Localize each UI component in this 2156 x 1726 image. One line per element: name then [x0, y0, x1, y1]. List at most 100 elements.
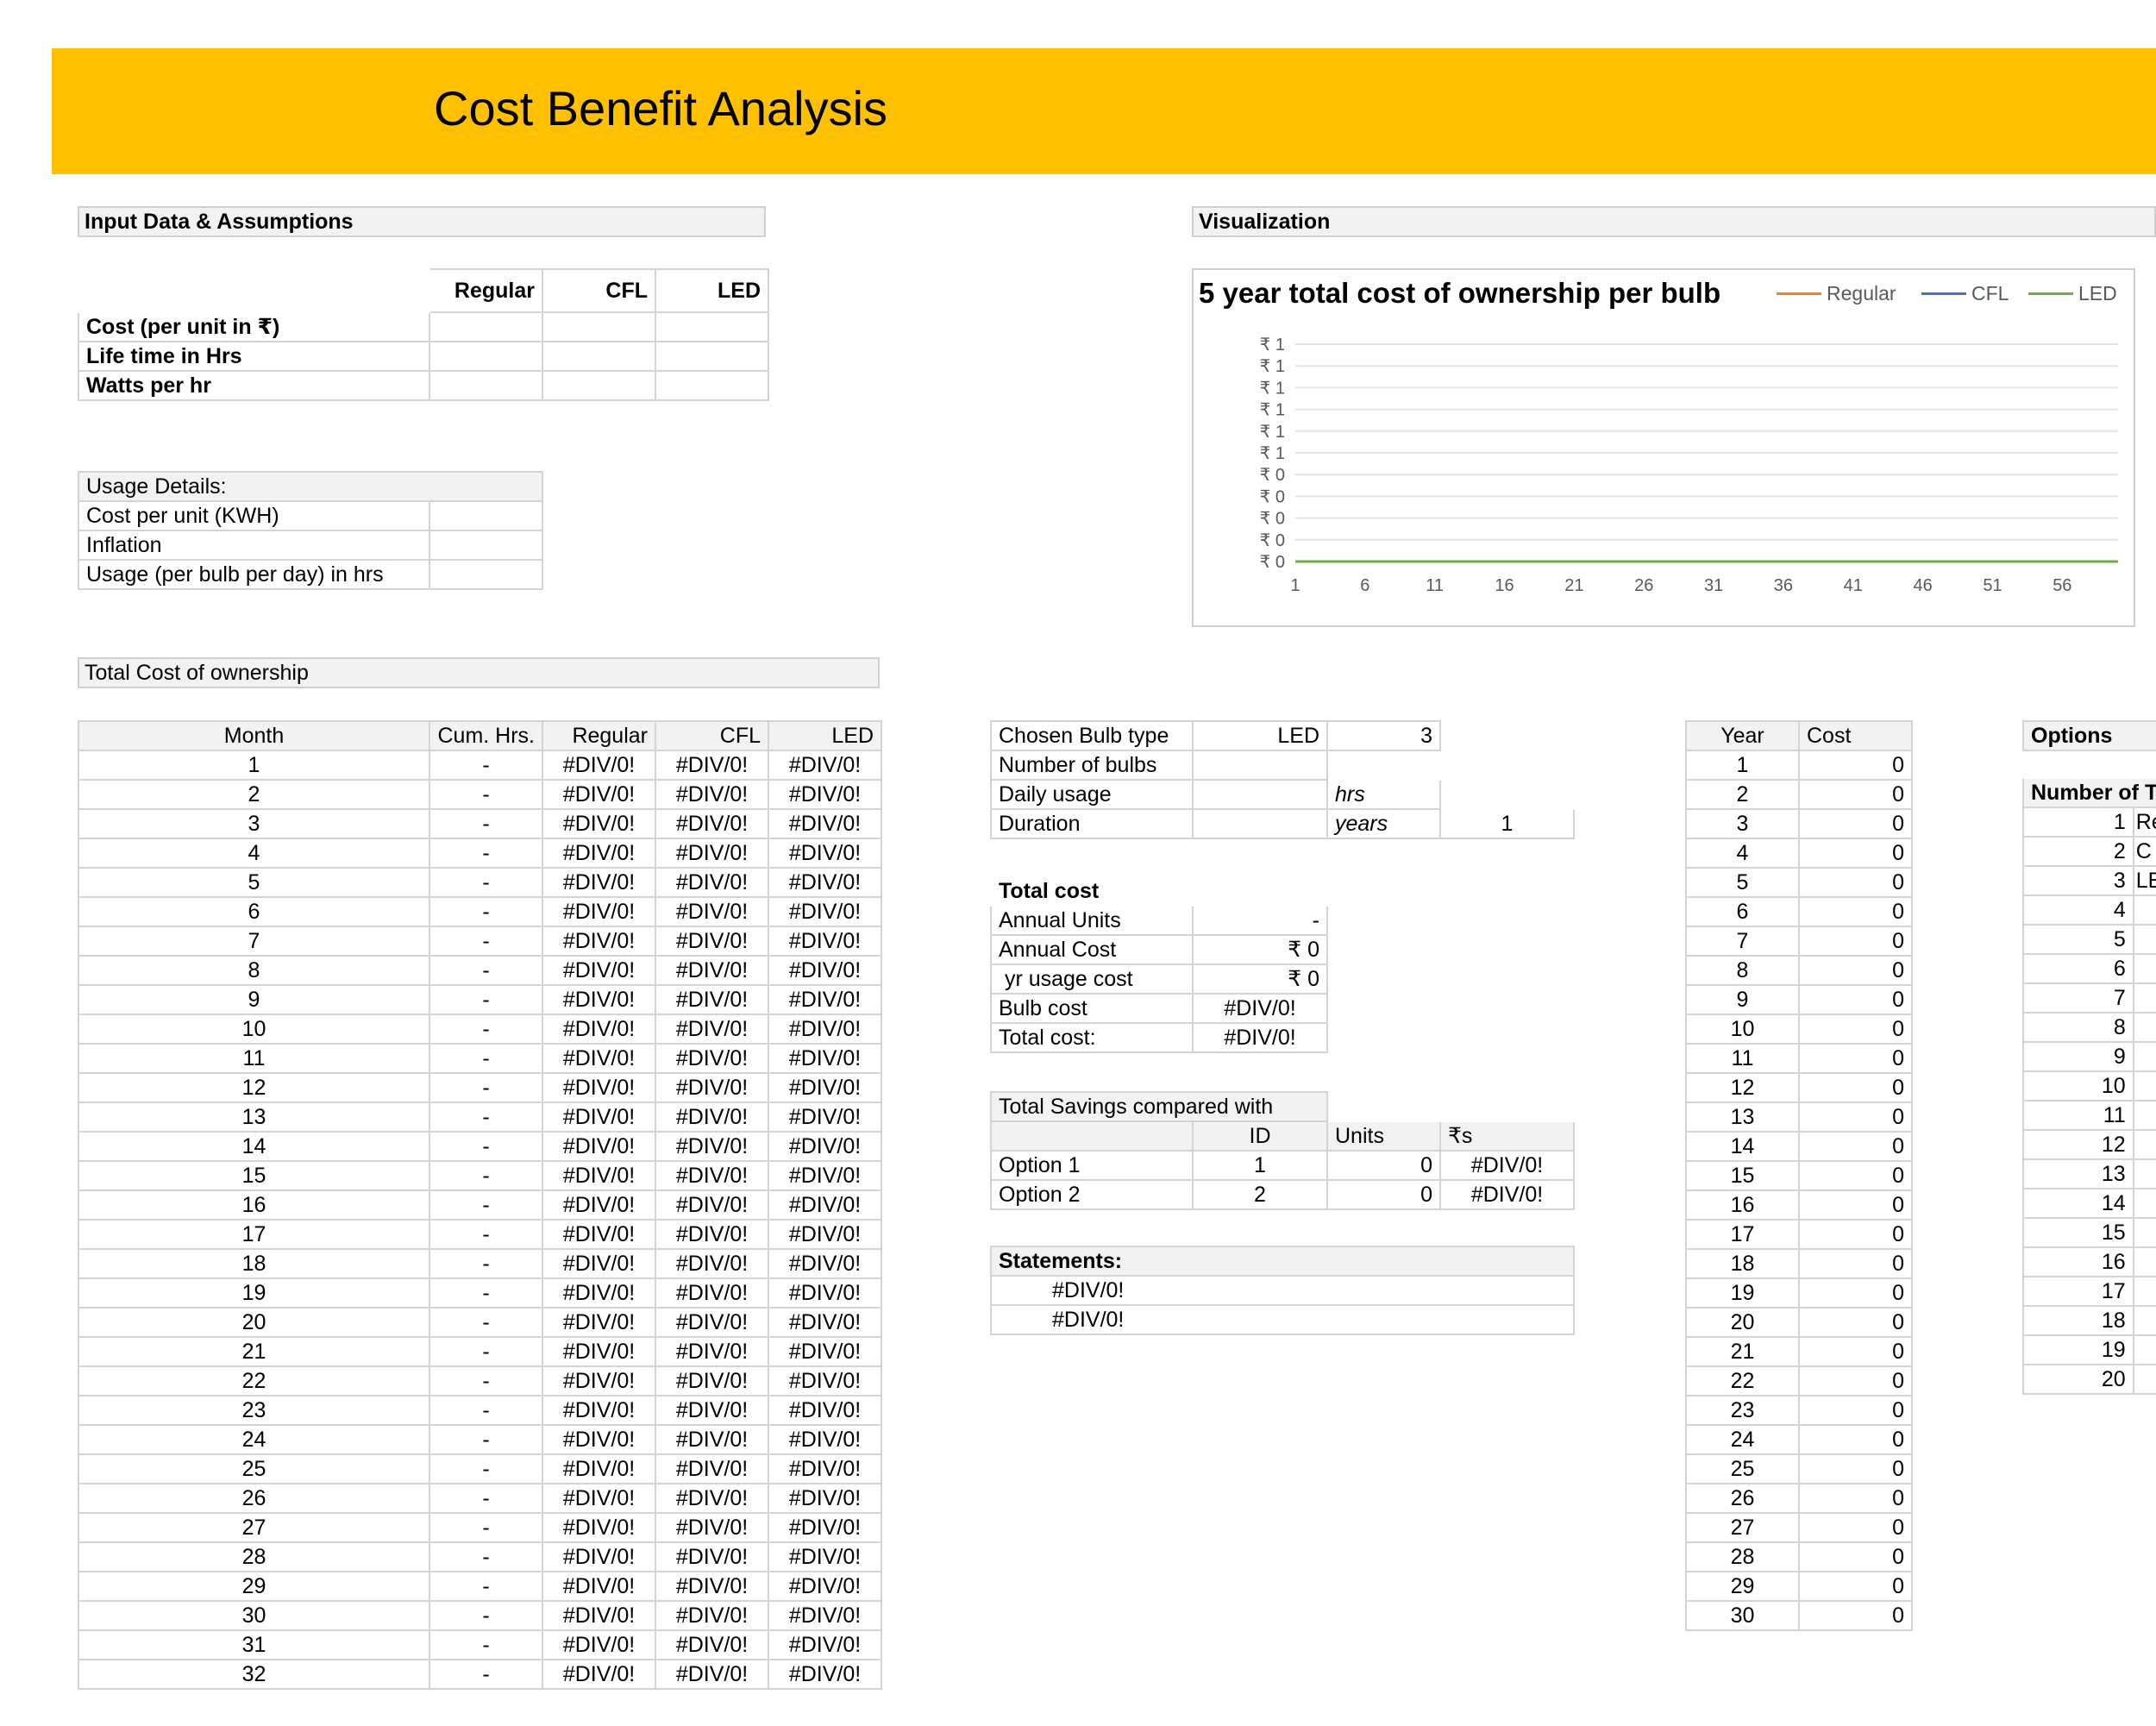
tco-row: 25- #DIV/0! #DIV/0! #DIV/0!	[78, 1453, 882, 1484]
year-cost: 0	[1798, 1189, 1913, 1221]
option-row: 4	[2022, 894, 2156, 926]
tco-cost-regular: #DIV/0!	[542, 1043, 656, 1074]
tco-cum-hrs: -	[429, 1424, 543, 1455]
chart-plot-area: ₹ 1₹ 1₹ 1₹ 1₹ 1₹ 1₹ 0₹ 0₹ 0₹ 0₹ 01 6 11 16 2…	[1260, 336, 2118, 595]
option-label	[2132, 982, 2156, 1014]
tco-month: 16	[78, 1189, 430, 1221]
input-cell[interactable]	[655, 370, 769, 401]
year-cost: 0	[1798, 984, 1913, 1015]
option-number: 18	[2022, 1305, 2134, 1336]
tco-month: 31	[78, 1629, 430, 1660]
tco-cost-regular: #DIV/0!	[542, 1131, 656, 1162]
tco-cost-cfl: #DIV/0!	[655, 984, 769, 1015]
legend-label-led: LED	[2078, 282, 2117, 304]
y-tick-label: ₹ 1	[1260, 423, 1285, 442]
input-cell[interactable]	[542, 370, 656, 401]
chosen-bulb-table: Chosen Bulb type LED 3 Number of bulbs D…	[990, 720, 1575, 839]
tco-row: 20- #DIV/0! #DIV/0! #DIV/0!	[78, 1307, 882, 1338]
input-cell[interactable]	[542, 341, 656, 372]
chart-title: 5 year total cost of ownership per bulb	[1199, 277, 1721, 309]
option-label	[2132, 953, 2156, 984]
input-cell[interactable]	[429, 370, 543, 401]
daily-usage-row: Daily usage hrs	[990, 779, 1574, 810]
option-label	[2132, 1012, 2156, 1043]
year-number: 26	[1685, 1483, 1800, 1514]
usage-row-label: Cost per unit (KWH)	[78, 500, 430, 531]
tco-row: 2- #DIV/0! #DIV/0! #DIV/0!	[78, 779, 882, 810]
tco-cost-cfl: #DIV/0!	[655, 1571, 769, 1602]
tco-cost-led: #DIV/0!	[768, 750, 882, 781]
tco-cost-regular: #DIV/0!	[542, 1014, 656, 1045]
year-number: 30	[1685, 1600, 1800, 1631]
year-row: 11 0	[1685, 1043, 1913, 1074]
legend-item-cfl: CFL	[1921, 282, 2009, 305]
x-tick-label: 46	[1914, 576, 1933, 595]
num-bulbs-input[interactable]	[1192, 750, 1328, 781]
tco-cost-regular: #DIV/0!	[542, 1453, 656, 1484]
usage-cell[interactable]	[429, 559, 543, 590]
tco-cost-regular: #DIV/0!	[542, 1072, 656, 1103]
option-row: 20	[2022, 1364, 2156, 1395]
visualization-header: Visualization	[1192, 206, 2156, 237]
duration-input[interactable]	[1192, 808, 1328, 839]
tco-cost-cfl: #DIV/0!	[655, 1102, 769, 1133]
year-row: 13 0	[1685, 1102, 1913, 1133]
tco-header-row: Month Cum. Hrs. Regular CFL LED	[78, 720, 882, 751]
year-row: 29 0	[1685, 1571, 1913, 1602]
y-tick-label: ₹ 1	[1260, 401, 1285, 420]
chosen-bulb-select[interactable]: LED	[1192, 720, 1328, 751]
tco-row: 5- #DIV/0! #DIV/0! #DIV/0!	[78, 867, 882, 898]
tco-cum-hrs: -	[429, 808, 543, 839]
input-cell[interactable]	[655, 341, 769, 372]
option-label: Re	[2132, 807, 2156, 838]
usage-cell[interactable]	[429, 530, 543, 561]
duration-value: 1	[1439, 808, 1575, 839]
option-number: 5	[2022, 924, 2134, 955]
year-cost: 0	[1798, 838, 1913, 869]
year-row: 22 0	[1685, 1365, 1913, 1396]
tco-cost-led: #DIV/0!	[768, 838, 882, 869]
chosen-bulb-id: 3	[1326, 720, 1441, 751]
tco-cost-led: #DIV/0!	[768, 1336, 882, 1367]
total-cost-value: #DIV/0!	[1192, 1022, 1328, 1053]
tco-col-month: Month	[78, 720, 430, 751]
year-row: 24 0	[1685, 1424, 1913, 1455]
option-label	[2132, 1188, 2156, 1219]
option-row: 16	[2022, 1246, 2156, 1277]
tco-cum-hrs: -	[429, 1102, 543, 1133]
tco-cum-hrs: -	[429, 1512, 543, 1543]
tco-cost-regular: #DIV/0!	[542, 1483, 656, 1514]
input-cell[interactable]	[542, 311, 656, 342]
tco-cost-cfl: #DIV/0!	[655, 808, 769, 839]
usage-cell[interactable]	[429, 500, 543, 531]
savings-option-id[interactable]: 1	[1192, 1150, 1328, 1181]
tco-cum-hrs: -	[429, 1659, 543, 1690]
input-cell[interactable]	[429, 311, 543, 342]
y-tick-label: ₹ 0	[1260, 510, 1285, 529]
tco-cum-hrs: -	[429, 1336, 543, 1367]
input-cell[interactable]	[429, 341, 543, 372]
input-cell[interactable]	[655, 311, 769, 342]
option-number: 7	[2022, 982, 2134, 1014]
tco-cost-led: #DIV/0!	[768, 1541, 882, 1572]
tco-month: 1	[78, 750, 430, 781]
option-number: 16	[2022, 1246, 2134, 1277]
savings-option-id[interactable]: 2	[1192, 1179, 1328, 1210]
tco-cost-cfl: #DIV/0!	[655, 1043, 769, 1074]
daily-usage-input[interactable]	[1192, 779, 1328, 810]
year-col-cost: Cost	[1798, 720, 1913, 751]
tco-cum-hrs: -	[429, 1365, 543, 1396]
option-number: 12	[2022, 1129, 2134, 1160]
tco-month: 17	[78, 1219, 430, 1250]
total-cost-label: yr usage cost	[990, 963, 1194, 995]
tco-cost-cfl: #DIV/0!	[655, 867, 769, 898]
year-number: 19	[1685, 1277, 1800, 1309]
line-chart[interactable]: 5 year total cost of ownership per bulb …	[1192, 268, 2135, 627]
legend-label-cfl: CFL	[1971, 282, 2009, 304]
year-number: 24	[1685, 1424, 1800, 1455]
statements-header: Statements:	[990, 1246, 1575, 1277]
option-number: 6	[2022, 953, 2134, 984]
